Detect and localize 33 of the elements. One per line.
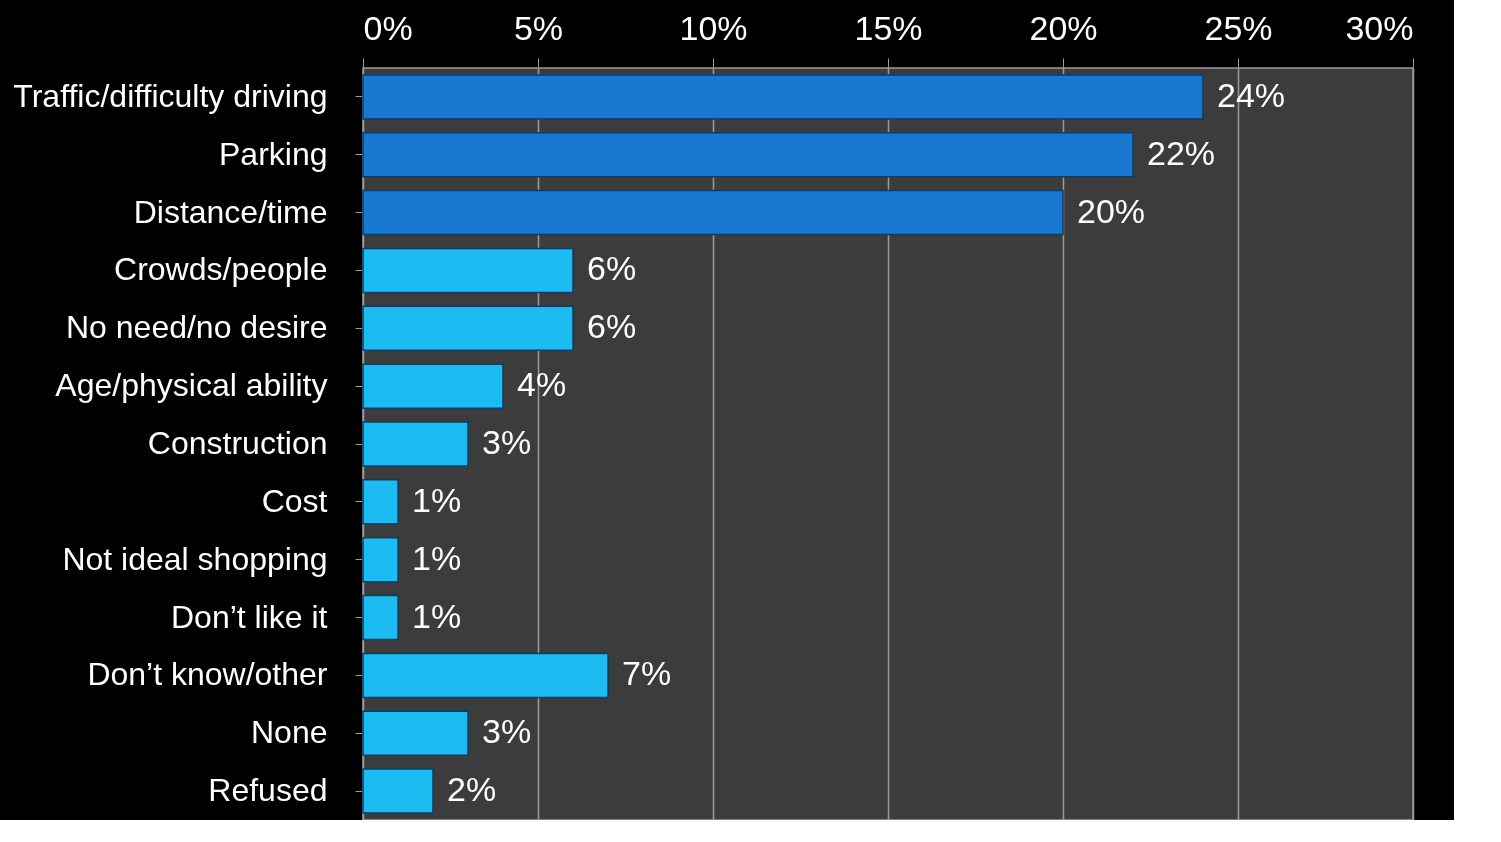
x-tick-label: 10%	[679, 8, 748, 47]
data-label: 1%	[412, 538, 462, 577]
x-tick-label: 20%	[1029, 8, 1098, 47]
data-label: 1%	[412, 596, 462, 635]
y-tick-label: Crowds/people	[114, 251, 328, 288]
data-label: 1%	[412, 480, 462, 519]
data-label: 2%	[447, 770, 497, 809]
data-label: 3%	[482, 423, 532, 461]
data-label: 7%	[622, 654, 672, 693]
y-tick-label: Parking	[219, 135, 328, 172]
y-tick-label: Cost	[261, 482, 328, 519]
y-tick-label: None	[251, 714, 328, 751]
y-tick-label: Not ideal shopping	[62, 540, 328, 577]
data-label: 22%	[1147, 133, 1216, 172]
x-tick-label: 0%	[363, 8, 413, 47]
data-label: 6%	[587, 249, 637, 288]
data-label: 20%	[1077, 191, 1146, 230]
y-tick-label: Don’t like it	[171, 598, 328, 635]
x-tick-label: 5%	[513, 8, 564, 47]
y-tick-label: Don’t know/other	[87, 656, 328, 693]
data-label: 24%	[1217, 75, 1286, 114]
data-label: 6%	[587, 307, 637, 346]
y-tick-label: Refused	[208, 772, 328, 809]
y-tick-label: Distance/time	[133, 193, 328, 230]
y-tick-label: No need/no desire	[65, 309, 328, 346]
data-label: 3%	[482, 712, 532, 751]
x-tick-label: 30%	[1345, 8, 1414, 47]
y-tick-label: Traffic/difficulty driving	[13, 77, 328, 114]
y-tick-label: Age/physical ability	[55, 367, 328, 404]
data-label: 4%	[517, 365, 567, 404]
x-tick-label: 25%	[1204, 8, 1273, 47]
y-tick-label: Construction	[147, 425, 328, 461]
x-tick-label: 15%	[854, 8, 923, 47]
